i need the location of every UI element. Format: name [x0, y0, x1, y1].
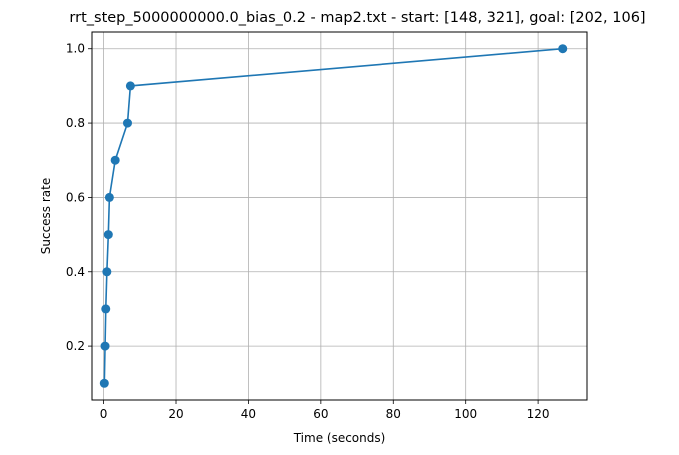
y-tick-label: 0.4	[66, 265, 85, 279]
axis-ticks: 0 20 40 60 80 100 120 0.2 0.4 0.6 0.8 1.0	[66, 42, 550, 421]
y-tick-label: 0.8	[66, 116, 85, 130]
data-point	[102, 267, 112, 277]
series-line	[103, 47, 563, 384]
y-tick-label: 0.6	[66, 190, 85, 204]
x-axis-label: Time (seconds)	[293, 431, 386, 445]
data-point	[101, 304, 111, 314]
data-point	[558, 44, 568, 54]
y-tick-label: 0.2	[66, 339, 85, 353]
y-tick-label: 1.0	[66, 42, 85, 56]
x-tick-label: 20	[168, 407, 183, 421]
x-tick-label: 80	[386, 407, 401, 421]
chart-title: rrt_step_5000000000.0_bias_0.2 - map2.tx…	[69, 10, 645, 26]
data-point	[122, 118, 132, 128]
x-tick-label: 120	[527, 407, 550, 421]
grid-lines	[92, 32, 587, 400]
data-point	[125, 81, 135, 91]
x-tick-label: 60	[313, 407, 328, 421]
data-point	[104, 192, 114, 202]
y-axis-label: Success rate	[39, 178, 53, 255]
data-point	[110, 155, 120, 165]
series-layer	[99, 44, 568, 388]
x-tick-label: 100	[454, 407, 477, 421]
data-point	[103, 230, 113, 240]
plot-frame	[91, 31, 588, 401]
data-point	[100, 341, 110, 351]
data-point	[99, 378, 109, 388]
x-tick-label: 40	[241, 407, 256, 421]
x-tick-label: 0	[100, 407, 108, 421]
